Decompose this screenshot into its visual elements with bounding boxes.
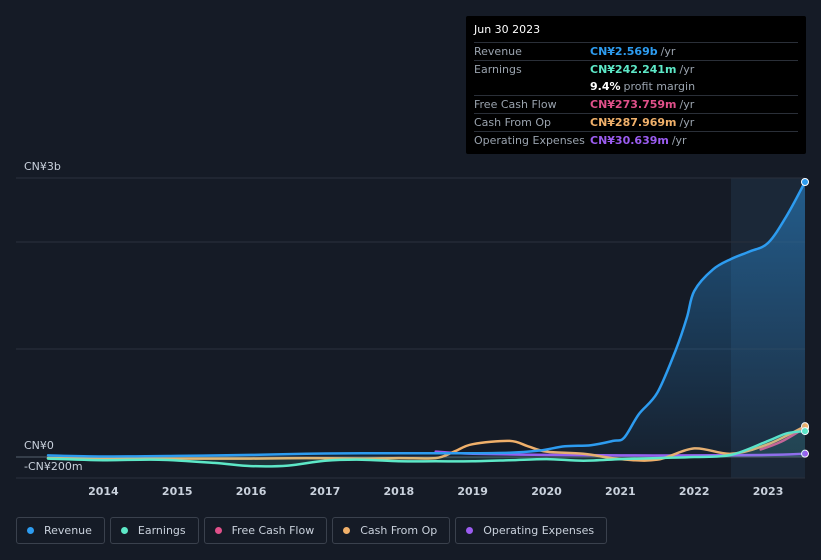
tooltip-date: Jun 30 2023 [474, 23, 541, 36]
x-tick-label: 2015 [162, 485, 193, 498]
profit-margin-value: 9.4% [590, 80, 621, 93]
tooltip-unit: /yr [671, 134, 687, 147]
legend-label: Revenue [44, 524, 92, 537]
tooltip-value: CN¥30.639m [590, 134, 669, 147]
tooltip-label: Revenue [474, 45, 522, 58]
tooltip-unit: /yr [679, 116, 695, 129]
x-tick-label: 2019 [457, 485, 488, 498]
tooltip-value: CN¥287.969m [590, 116, 677, 129]
legend: Revenue Earnings Free Cash Flow Cash Fro… [16, 517, 608, 544]
legend-dot-icon [343, 527, 351, 534]
tooltip-row-margin: 9.4% profit margin [474, 78, 798, 95]
earnings-area [48, 431, 805, 467]
tooltip-unit: /yr [679, 98, 695, 111]
x-tick-label: 2021 [605, 485, 636, 498]
tooltip-value: CN¥2.569b [590, 45, 658, 58]
tooltip-row-revenue: Revenue CN¥2.569b /yr [474, 42, 798, 60]
legend-dot-icon [214, 527, 222, 534]
y-top-label: CN¥3b [24, 160, 61, 173]
tooltip-label: Earnings [474, 63, 522, 76]
x-axis-ticks: 2014 2015 2016 2017 2018 2019 2020 2021 2022 2023 [88, 485, 783, 498]
legend-label: Free Cash Flow [231, 524, 315, 537]
legend-item-cash-from-op[interactable]: Cash From Op [332, 517, 451, 544]
y-zero-label: CN¥0 [24, 439, 54, 452]
legend-dot-icon [27, 527, 34, 534]
tooltip-label: Operating Expenses [474, 134, 585, 147]
profit-margin-text: profit margin [623, 80, 696, 93]
tooltip-unit: /yr [679, 63, 695, 76]
y-bottom-label: -CN¥200m [24, 460, 83, 473]
legend-item-operating-expenses[interactable]: Operating Expenses [455, 517, 608, 544]
legend-label: Earnings [137, 524, 186, 537]
tooltip-panel: Jun 30 2023 Revenue CN¥2.569b /yr Earnin… [466, 16, 806, 154]
legend-item-free-cash-flow[interactable]: Free Cash Flow [203, 517, 328, 544]
x-tick-label: 2014 [88, 485, 119, 498]
tooltip-label: Cash From Op [474, 116, 552, 129]
revenue-area [48, 182, 805, 457]
x-tick-label: 2020 [531, 485, 562, 498]
tooltip-row-earnings: Earnings CN¥242.241m /yr [474, 60, 798, 78]
tooltip-row-cfo: Cash From Op CN¥287.969m /yr [474, 113, 798, 131]
x-tick-label: 2022 [679, 485, 710, 498]
tooltip-row-opex: Operating Expenses CN¥30.639m /yr [474, 131, 798, 149]
legend-item-revenue[interactable]: Revenue [16, 517, 105, 544]
x-tick-label: 2023 [753, 485, 784, 498]
series-layer [46, 178, 809, 468]
legend-item-earnings[interactable]: Earnings [109, 517, 199, 544]
tooltip-value: CN¥242.241m [590, 63, 677, 76]
revenue-end-point [801, 178, 809, 186]
x-tick-label: 2018 [383, 485, 414, 498]
legend-label: Cash From Op [360, 524, 438, 537]
revenue-line [46, 180, 807, 458]
tooltip-label: Free Cash Flow [474, 98, 557, 111]
tooltip-row-fcf: Free Cash Flow CN¥273.759m /yr [474, 95, 798, 113]
tooltip-unit: /yr [660, 45, 676, 58]
legend-label: Operating Expenses [483, 524, 595, 537]
x-tick-label: 2016 [236, 485, 267, 498]
legend-dot-icon [120, 527, 128, 534]
tooltip-value: CN¥273.759m [590, 98, 677, 111]
legend-dot-icon [466, 527, 474, 534]
x-tick-label: 2017 [310, 485, 341, 498]
